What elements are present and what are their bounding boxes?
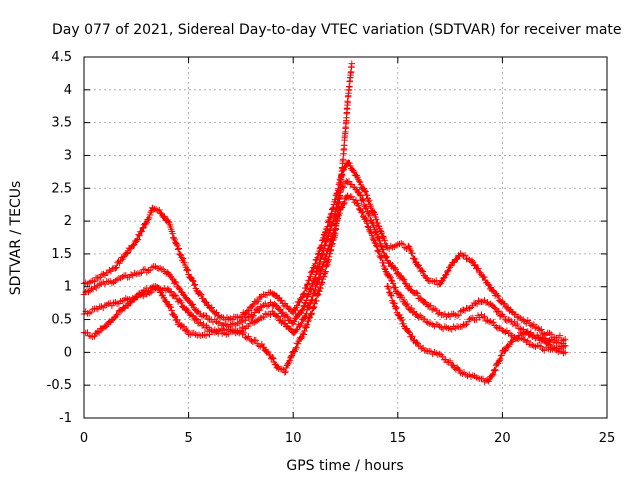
x-tick-label: 5 [184, 431, 192, 446]
x-tick-label: 25 [599, 431, 616, 446]
series-trace-5 [384, 283, 569, 386]
y-tick-label: 1 [64, 280, 72, 295]
y-tick-label: 2 [64, 214, 72, 229]
y-axis-label: SDTVAR / TECUs [8, 181, 24, 296]
y-tick-label: 3 [64, 148, 72, 163]
x-tick-label: 0 [80, 431, 88, 446]
y-tick-label: 2.5 [51, 181, 72, 196]
y-tick-label: 4 [64, 83, 72, 98]
chart-title: Day 077 of 2021, Sidereal Day-to-day VTE… [52, 22, 622, 38]
x-tick-label: 20 [494, 431, 511, 446]
y-tick-label: 3.5 [51, 116, 72, 131]
y-tick-label: 1.5 [51, 247, 72, 262]
x-tick-label: 10 [285, 431, 302, 446]
y-tick-label: 0.5 [51, 313, 72, 328]
y-tick-label: -0.5 [47, 378, 72, 393]
y-tick-label: -1 [59, 411, 72, 426]
x-tick-label: 15 [390, 431, 407, 446]
y-tick-label: 0 [64, 345, 72, 360]
plot-frame [83, 56, 608, 419]
ticks: -1 -0.5 0 0.5 1 1.5 2 2.5 3 3.5 4 4.5 0 5 10 15 20 25 [47, 50, 616, 446]
x-axis-label: GPS time / hours [286, 458, 403, 474]
series-markers [384, 283, 569, 386]
y-tick-label: 4.5 [51, 50, 72, 65]
